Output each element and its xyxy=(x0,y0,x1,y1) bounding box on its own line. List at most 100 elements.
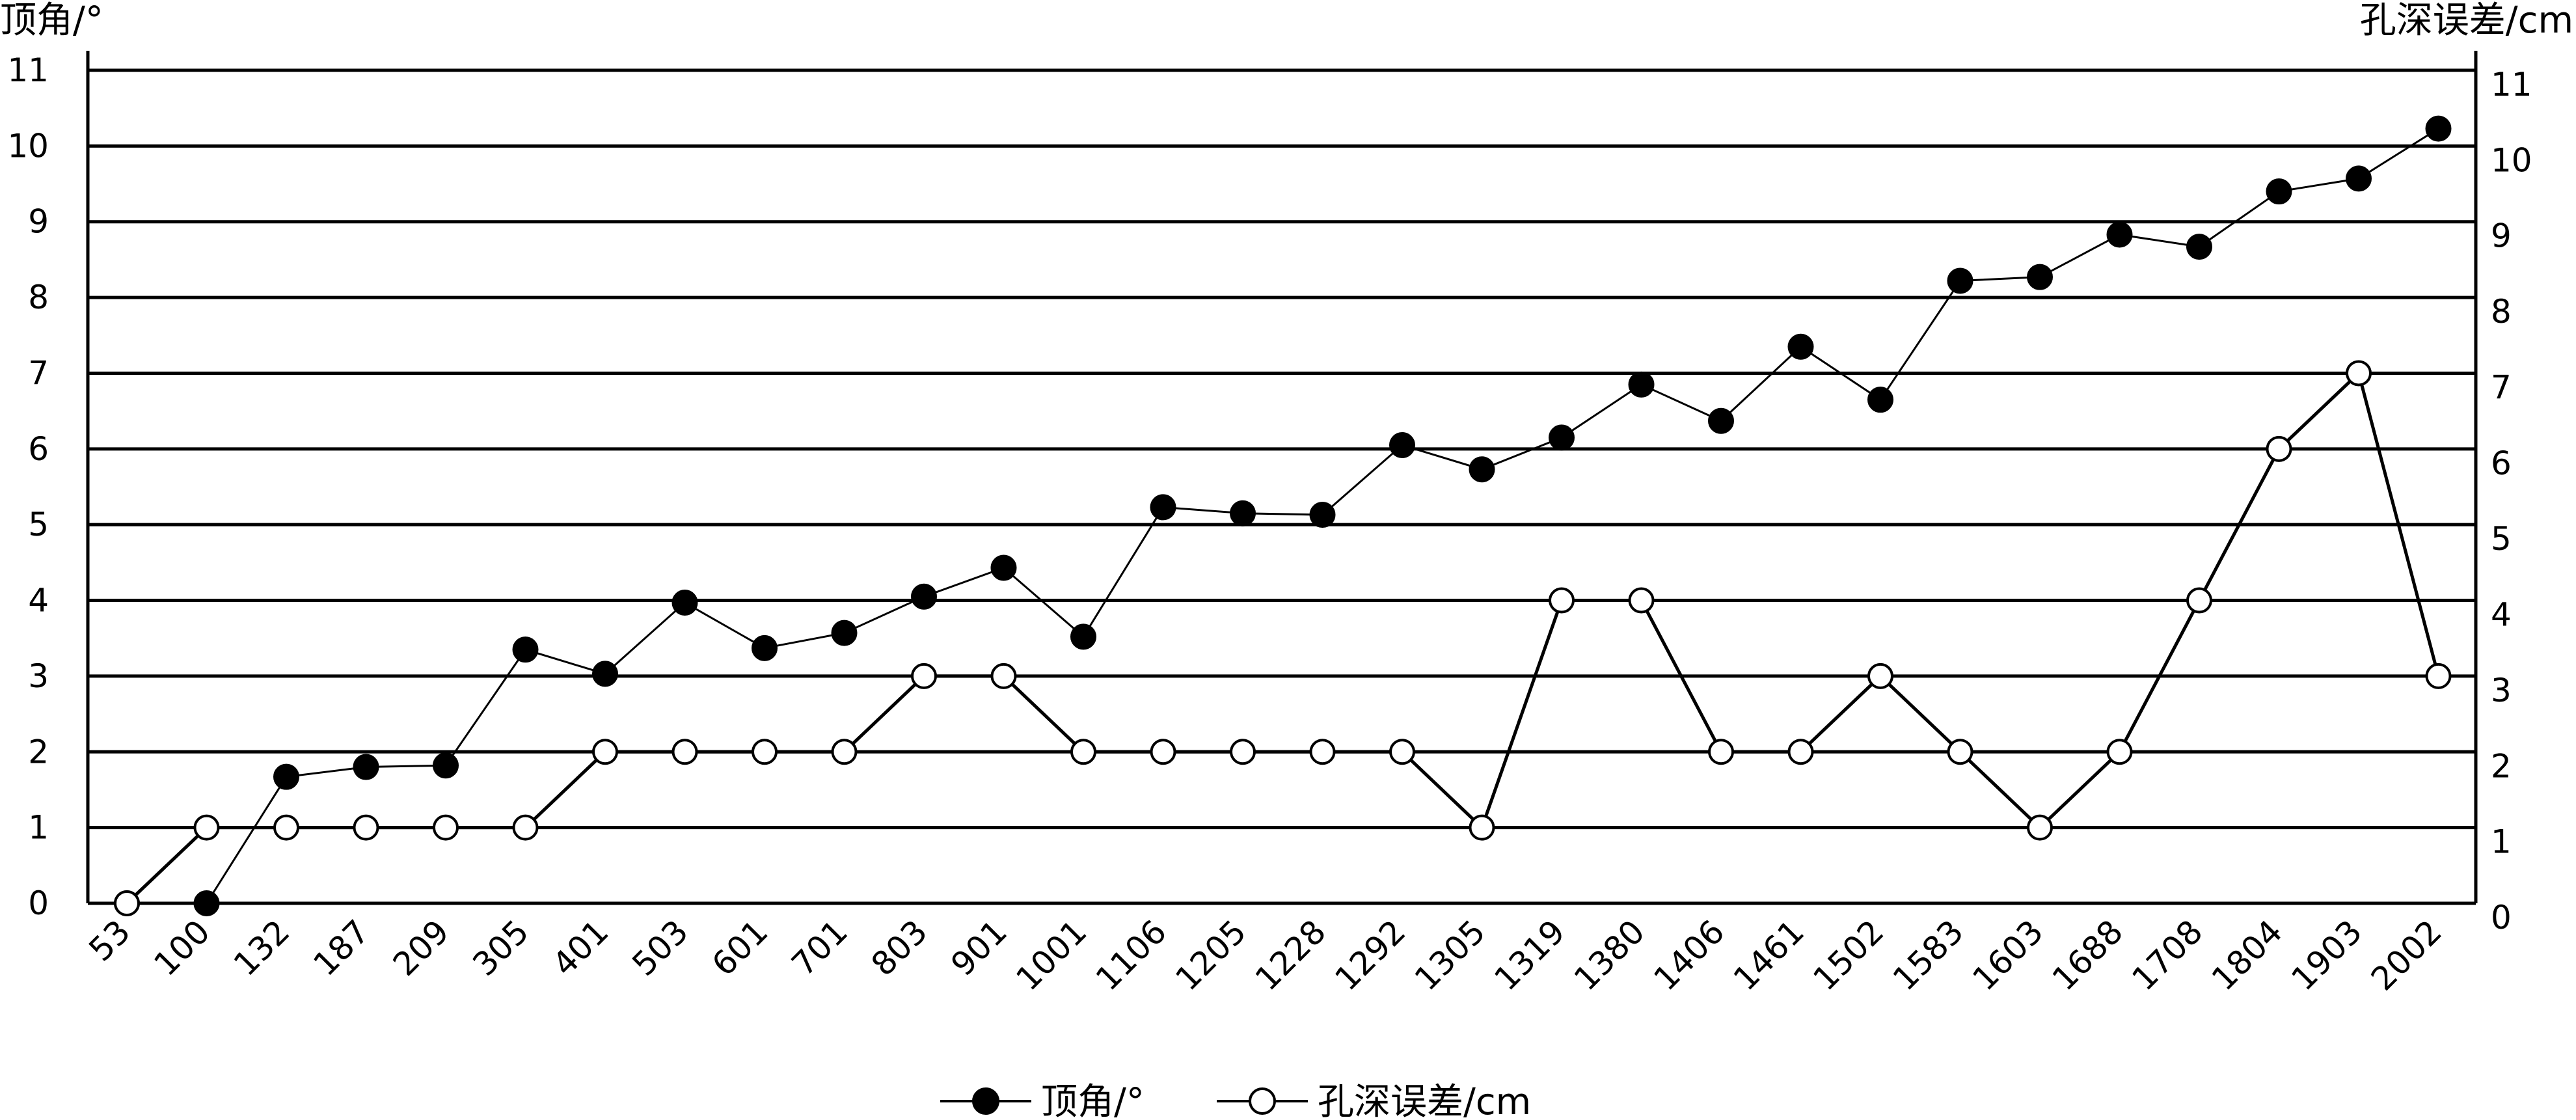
y-tick-right-1: 1 xyxy=(2491,823,2512,861)
point-1-53 xyxy=(114,890,140,916)
point-0-2002 xyxy=(2425,115,2452,142)
y-tick-left-1: 1 xyxy=(28,809,49,847)
x-tick-132: 132 xyxy=(226,912,297,983)
point-1-132 xyxy=(273,814,299,841)
x-tick-labels: 53 100 132 187 209 305 401 503 601 701 803 90110011… xyxy=(81,912,2449,998)
legend-item-angle: 顶角/° xyxy=(940,1081,1145,1120)
point-0-1502 xyxy=(1867,387,1893,413)
point-0-1228 xyxy=(1309,502,1336,528)
x-tick-100: 100 xyxy=(146,912,217,983)
point-1-209 xyxy=(433,814,459,841)
point-0-1583 xyxy=(1947,267,1973,294)
y-tick-left-4: 4 xyxy=(28,582,49,620)
y-tick-left-7: 7 xyxy=(28,354,49,392)
point-0-187 xyxy=(353,754,379,780)
legend: 顶角/° 孔深误差/cm xyxy=(940,1081,1531,1120)
y-tick-right-4: 4 xyxy=(2491,596,2512,634)
x-tick-1001: 1001 xyxy=(1009,912,1094,998)
x-tick-1903: 1903 xyxy=(2284,912,2369,998)
point-0-100 xyxy=(193,890,220,916)
right-y-tick-labels: 0 1 2 3 4 5 6 7 8 9 10 11 xyxy=(2491,66,2532,936)
series-0 xyxy=(114,115,2452,916)
y-tick-left-6: 6 xyxy=(28,430,49,468)
y-tick-right-7: 7 xyxy=(2491,368,2512,406)
point-0-1305 xyxy=(1469,456,1495,483)
point-1-1903 xyxy=(2346,360,2372,387)
point-1-601 xyxy=(752,739,778,765)
point-1-1106 xyxy=(1150,739,1176,765)
point-1-1228 xyxy=(1309,739,1336,765)
x-tick-1688: 1688 xyxy=(2045,912,2130,998)
point-0-1708 xyxy=(2186,234,2212,260)
x-tick-2002: 2002 xyxy=(2364,912,2449,998)
series-line-1 xyxy=(126,370,2440,905)
x-tick-1603: 1603 xyxy=(1965,912,2050,998)
x-tick-803: 803 xyxy=(864,912,934,983)
x-tick-1205: 1205 xyxy=(1168,912,1253,998)
x-tick-1380: 1380 xyxy=(1567,912,1652,998)
series-lines xyxy=(114,115,2452,916)
point-1-1804 xyxy=(2266,435,2292,462)
series-line-0 xyxy=(127,128,2439,905)
legend-label-angle: 顶角/° xyxy=(1041,1081,1145,1120)
x-tick-1583: 1583 xyxy=(1886,912,1971,998)
point-1-1406 xyxy=(1708,739,1734,765)
y-tick-left-0: 0 xyxy=(28,884,49,922)
y-tick-left-5: 5 xyxy=(28,506,49,543)
point-1-1502 xyxy=(1867,662,1893,689)
point-1-305 xyxy=(512,814,539,841)
x-tick-53: 53 xyxy=(81,912,137,968)
y-tick-right-8: 8 xyxy=(2491,293,2512,331)
point-0-1603 xyxy=(2027,264,2053,290)
y-tick-right-11: 11 xyxy=(2491,66,2532,103)
point-0-1804 xyxy=(2266,178,2292,205)
series-1 xyxy=(114,360,2452,916)
point-1-1583 xyxy=(1947,739,1973,765)
point-1-1380 xyxy=(1628,587,1655,614)
point-0-305 xyxy=(512,636,539,663)
point-1-803 xyxy=(911,662,937,689)
x-tick-209: 209 xyxy=(386,912,456,983)
left-y-axis-title: 顶角/° xyxy=(0,0,103,42)
legend-label-depth-error: 孔深误差/cm xyxy=(1318,1081,1531,1120)
point-0-1688 xyxy=(2106,221,2133,248)
y-tick-left-11: 11 xyxy=(7,51,49,89)
y-tick-right-9: 9 xyxy=(2491,217,2512,255)
x-tick-1228: 1228 xyxy=(1248,912,1333,998)
point-1-1319 xyxy=(1549,587,1575,614)
x-tick-1292: 1292 xyxy=(1327,912,1413,998)
x-tick-187: 187 xyxy=(306,912,376,983)
point-0-1380 xyxy=(1628,371,1655,398)
point-1-1708 xyxy=(2186,587,2212,614)
x-tick-305: 305 xyxy=(465,912,536,983)
x-tick-1106: 1106 xyxy=(1089,912,1174,998)
legend-item-depth-error: 孔深误差/cm xyxy=(1217,1081,1531,1120)
point-0-132 xyxy=(273,763,299,790)
point-0-803 xyxy=(911,583,937,610)
point-1-701 xyxy=(831,739,858,765)
point-0-401 xyxy=(592,661,618,687)
y-tick-right-0: 0 xyxy=(2491,899,2512,936)
point-1-187 xyxy=(353,814,379,841)
right-y-axis-title: 孔深误差/cm xyxy=(2360,0,2573,42)
point-1-1688 xyxy=(2106,739,2133,765)
point-0-1319 xyxy=(1549,424,1575,451)
point-0-1903 xyxy=(2346,165,2372,192)
x-tick-1708: 1708 xyxy=(2124,912,2210,998)
point-0-503 xyxy=(671,590,698,616)
y-tick-right-3: 3 xyxy=(2491,672,2512,709)
point-1-2002 xyxy=(2425,662,2452,689)
point-0-901 xyxy=(990,554,1017,581)
point-0-1292 xyxy=(1389,432,1415,458)
y-tick-right-6: 6 xyxy=(2491,444,2512,482)
x-tick-503: 503 xyxy=(625,912,695,983)
point-1-1205 xyxy=(1230,739,1256,765)
point-0-1205 xyxy=(1230,500,1256,526)
point-0-209 xyxy=(433,752,459,779)
point-1-503 xyxy=(671,739,698,765)
point-1-1305 xyxy=(1469,814,1495,841)
x-tick-401: 401 xyxy=(545,912,616,983)
y-tick-right-5: 5 xyxy=(2491,520,2512,558)
point-1-1461 xyxy=(1787,739,1814,765)
